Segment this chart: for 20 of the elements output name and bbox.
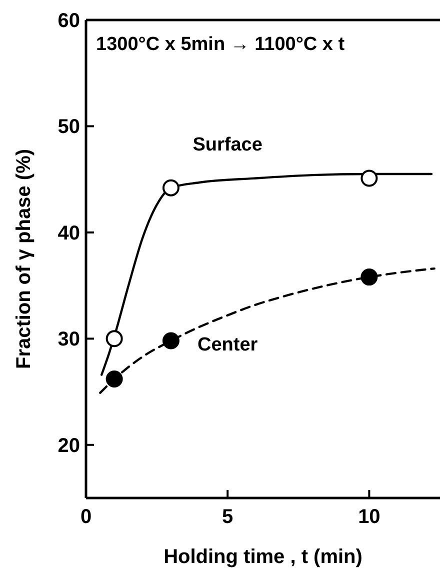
- x-tick-label: 5: [222, 506, 234, 528]
- y-tick-label: 30: [58, 328, 80, 351]
- x-tick-label: 0: [80, 506, 92, 528]
- series-label: Surface: [192, 134, 262, 156]
- point: [360, 170, 378, 187]
- point: [360, 268, 378, 286]
- annotation: 1300°C x 5min → 1100°C x t: [96, 34, 346, 55]
- point: [106, 330, 123, 348]
- x-tick-label: 10: [358, 506, 380, 528]
- point: [106, 370, 123, 388]
- line-series: [99, 267, 436, 394]
- y-tick-label: 60: [58, 10, 80, 32]
- series-label: Center: [198, 334, 258, 356]
- y-axis-title: Fraction of γ phase (%): [13, 148, 35, 370]
- y-tick-label: 20: [58, 434, 80, 457]
- y-tick-label: 40: [58, 222, 80, 244]
- x-axis-title: Holding time , t (min): [164, 546, 362, 568]
- y-tick-label: 50: [58, 116, 80, 138]
- point: [162, 179, 180, 196]
- point: [162, 332, 180, 350]
